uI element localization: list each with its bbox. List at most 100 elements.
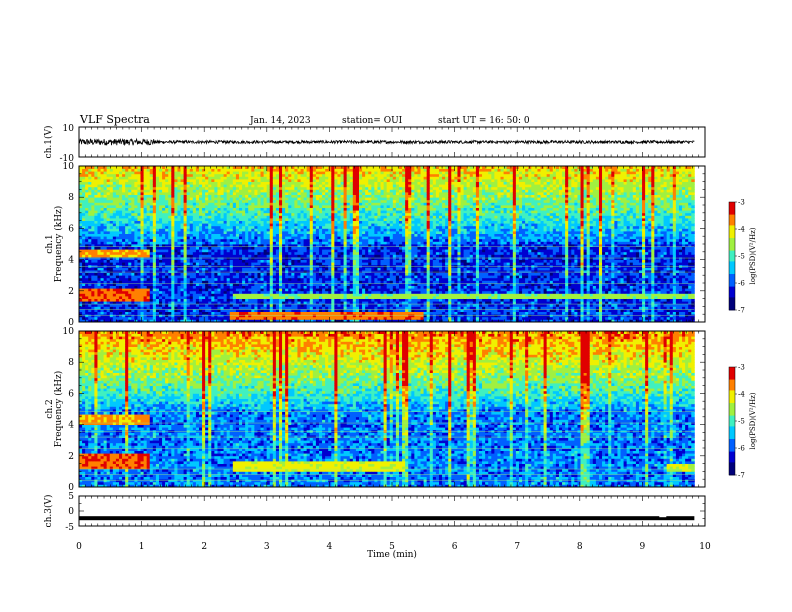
spectrogram-cell [91, 301, 95, 305]
spectrogram-cell [106, 264, 111, 268]
spectrogram-cell [128, 264, 132, 268]
spectrogram-cell [303, 241, 308, 245]
spectrogram-cell [205, 275, 209, 279]
spectrogram-cell [202, 319, 206, 323]
spectrogram-cell [140, 306, 145, 310]
spectrogram-cell [263, 241, 268, 245]
spectrogram-cell [152, 197, 157, 201]
spectrogram-cell [202, 262, 206, 266]
spectrogram-cell [91, 171, 95, 175]
spectrogram-cell [303, 168, 308, 172]
spectrogram-cell [82, 241, 86, 245]
spectrogram-cell [303, 189, 308, 193]
spectrogram-cell [312, 319, 317, 323]
spectrogram-cell [94, 181, 98, 185]
spectrogram-cell [251, 306, 255, 310]
spectrogram-cell [85, 293, 89, 297]
spectrogram-cell [315, 176, 320, 180]
spectrogram-cell [226, 215, 231, 219]
spectrogram-cell [278, 241, 283, 245]
spectrogram-cell [152, 251, 157, 255]
spectrogram-cell [168, 168, 172, 172]
spectrogram-cell [183, 267, 188, 271]
spectrogram-cell [251, 270, 255, 273]
spectrogram-cell [143, 171, 148, 175]
spectrogram-cell [79, 264, 83, 268]
spectrogram-cell [100, 301, 105, 305]
spectrogram-cell [115, 199, 120, 203]
spectrogram-cell [331, 262, 335, 266]
spectrogram-cell [269, 223, 274, 227]
spectrogram-cell [282, 223, 286, 227]
spectrogram-cell [128, 202, 132, 206]
spectrogram-cell [260, 246, 265, 250]
spectrogram-cell [272, 202, 277, 206]
spectrogram-cell [297, 283, 301, 286]
spectrogram-cell [312, 298, 317, 302]
spectrogram-cell [309, 202, 314, 206]
spectrogram-cell [288, 236, 292, 240]
spectrogram-cell [285, 189, 289, 193]
spectrogram-cell [242, 275, 246, 279]
spectrogram-cell [325, 210, 329, 214]
spectrogram-cell [171, 298, 175, 302]
spectrogram-cell [291, 189, 295, 193]
spectrogram-cell [282, 225, 286, 229]
spectrogram-cell [303, 296, 308, 299]
spectrogram-cell [312, 171, 317, 175]
spectrogram-cell [208, 205, 212, 208]
spectrogram-cell [85, 212, 89, 216]
spectrogram-cell [325, 262, 329, 266]
spectrogram-cell [168, 225, 172, 229]
spectrogram-cell [134, 197, 138, 201]
spectrogram-cell [303, 220, 308, 224]
spectrogram-cell [143, 301, 148, 305]
spectrogram-cell [155, 264, 160, 268]
spectrogram-cell [232, 264, 237, 268]
spectrogram-cell [109, 223, 114, 227]
spectrogram-cell [257, 207, 261, 211]
spectrogram-cell [322, 225, 326, 229]
spectrogram-cell [202, 236, 206, 240]
spectrogram-cell [272, 192, 277, 195]
spectrogram-cell [97, 236, 101, 240]
spectrogram-cell [159, 290, 163, 294]
spectrogram-cell [162, 238, 166, 242]
spectrogram-cell [143, 296, 148, 299]
spectrogram-cell [254, 197, 258, 201]
spectrogram-cell [159, 233, 163, 237]
spectrogram-cell [165, 251, 169, 255]
spectrogram-cell [149, 257, 154, 260]
spectrogram-cell [260, 218, 265, 221]
spectrogram-cell [312, 293, 317, 297]
spectrogram-cell [309, 181, 314, 185]
spectrogram-cell [214, 301, 218, 305]
spectrogram-cell [288, 238, 292, 242]
spectrogram-cell [260, 293, 265, 297]
spectrogram-cell [325, 275, 329, 279]
spectrogram-cell [260, 186, 265, 190]
spectrogram-cell [328, 223, 332, 227]
spectrogram-cell [297, 212, 301, 216]
spectrogram-cell [91, 205, 95, 208]
spectrogram-cell [131, 272, 135, 276]
spectrogram-cell [189, 311, 194, 315]
spectrogram-cell [112, 205, 117, 208]
spectrogram-cell [146, 202, 151, 206]
spectrogram-cell [149, 231, 154, 234]
spectrogram-cell [223, 238, 228, 242]
spectrogram-cell [312, 259, 317, 263]
spectrogram-cell [223, 215, 228, 219]
spectrogram-cell [312, 207, 317, 211]
spectrogram-cell [94, 264, 98, 268]
spectrogram-cell [278, 257, 283, 260]
spectrogram-cell [94, 288, 98, 292]
spectrogram-cell [282, 277, 286, 281]
spectrogram-cell [174, 218, 178, 221]
spectrogram-cell [97, 223, 101, 227]
spectrogram-cell [291, 215, 295, 219]
spectrogram-cell [303, 176, 308, 180]
spectrogram-cell [226, 316, 231, 320]
spectrogram-cell [180, 259, 185, 263]
spectrogram-cell [146, 267, 151, 271]
